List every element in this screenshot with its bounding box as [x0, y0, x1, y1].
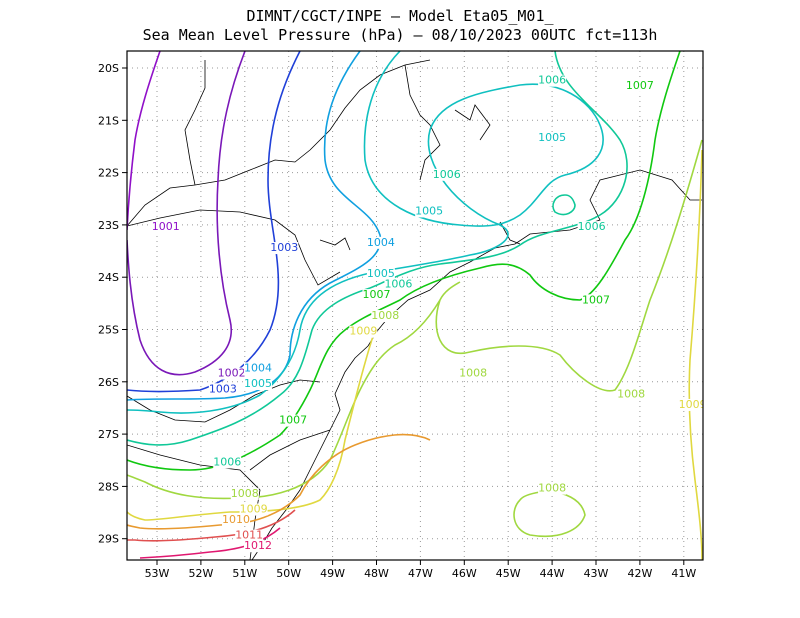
lon-tick-label: 52W	[188, 567, 213, 580]
contour-label-bg	[459, 367, 488, 380]
contour-label: 1005	[244, 377, 272, 390]
contour-label: 1005	[538, 131, 566, 144]
contour-label: 1011	[235, 529, 263, 542]
contour-label-bg	[577, 221, 606, 234]
lon-tick-label: 46W	[452, 567, 477, 580]
contour-label-bg	[217, 367, 246, 380]
contour-label: 1005	[415, 204, 443, 217]
contour-label: 1002	[218, 367, 246, 380]
contour-label: 1003	[209, 382, 237, 395]
contour-labels: 1001 1002 1003 1003 1004 1004 1005 1005 1005 1005…	[151, 74, 707, 553]
contour-label-bg	[349, 325, 378, 338]
contour-label: 1004	[367, 236, 395, 249]
lon-tick-label: 53W	[145, 567, 170, 580]
lat-tick-label: 29S	[98, 533, 119, 546]
contour-label-bg	[362, 289, 391, 302]
contour-label: 1006	[213, 455, 241, 468]
axis-ticks: 53W 52W 51W 50W 49W 48W 47W 46W 45W 44W 43W 42W 41W 2…	[98, 62, 696, 580]
map-frame	[126, 50, 704, 561]
contour-label-bg	[270, 242, 299, 255]
lat-tick-label: 21S	[98, 114, 119, 127]
contour-label: 1009	[679, 398, 707, 411]
lon-tick-label: 50W	[276, 567, 301, 580]
contour-label: 1008	[538, 482, 566, 495]
contour-label-bg	[432, 168, 461, 181]
contour-label: 1006	[578, 220, 606, 233]
lat-tick-label: 28S	[98, 480, 119, 493]
contour-label: 1004	[244, 361, 272, 374]
contour-label-bg	[243, 362, 272, 375]
contour-label: 1003	[270, 241, 298, 254]
contour-label-bg	[230, 487, 259, 500]
coastline	[127, 59, 702, 560]
contour-label: 1006	[433, 168, 461, 181]
map-grid	[127, 51, 703, 560]
lon-tick-label: 51W	[232, 567, 257, 580]
contour-label: 1007	[279, 414, 307, 427]
contour-label: 1008	[617, 387, 645, 400]
contour-label-bg	[538, 132, 567, 145]
contour-label: 1008	[459, 367, 487, 380]
lat-tick-label: 25S	[98, 324, 119, 337]
chart-subtitle: Sea Mean Level Pressure (hPa) – 08/10/20…	[142, 26, 658, 44]
lon-tick-label: 48W	[364, 567, 389, 580]
contour-label-bg	[243, 378, 272, 391]
contour-label-bg	[279, 414, 308, 427]
contour-label: 1009	[240, 503, 268, 516]
contour-label: 1009	[349, 325, 377, 338]
contour-label: 1001	[152, 220, 180, 233]
lat-tick-label: 22S	[98, 167, 119, 180]
lat-tick-label: 26S	[98, 376, 119, 389]
lon-tick-label: 49W	[320, 567, 345, 580]
contour-label-bg	[366, 236, 395, 249]
lon-tick-label: 47W	[408, 567, 433, 580]
contour-label: 1012	[244, 539, 272, 552]
contour-label-bg	[371, 310, 400, 323]
lon-tick-label: 43W	[584, 567, 609, 580]
contour-label: 1008	[371, 309, 399, 322]
lat-tick-label: 24S	[98, 271, 119, 284]
contour-label-bg	[235, 529, 264, 542]
contour-label-bg	[415, 205, 444, 218]
contour-label: 1006	[538, 74, 566, 87]
lon-tick-label: 45W	[496, 567, 521, 580]
contour-label: 1010	[222, 513, 250, 526]
lat-tick-label: 23S	[98, 219, 119, 232]
contour-label-bg	[582, 294, 610, 307]
contour-label-bg	[151, 221, 180, 234]
contour-label: 1008	[231, 487, 259, 500]
contour-label-bg	[678, 398, 703, 411]
lon-tick-label: 42W	[627, 567, 652, 580]
contour-label-bg	[625, 79, 654, 92]
isobars	[127, 51, 703, 560]
lon-tick-label: 44W	[540, 567, 565, 580]
lat-tick-label: 20S	[98, 62, 119, 75]
contour-label: 1006	[384, 278, 412, 291]
contour-label-bg	[538, 74, 567, 87]
contour-label-bg	[366, 268, 395, 281]
contour-label-bg	[538, 482, 567, 495]
contour-label-bg	[239, 503, 268, 516]
contour-label: 1007	[626, 79, 654, 92]
contour-label-bg	[384, 278, 413, 291]
contour-label: 1007	[363, 288, 391, 301]
contour-label: 1007	[582, 293, 610, 306]
chart-title: DIMNT/CGCT/INPE – Model Eta05_M01_	[246, 7, 554, 25]
contour-label-bg	[208, 383, 237, 396]
contour-label-bg	[243, 540, 272, 553]
contour-label: 1005	[367, 267, 395, 280]
contour-label-bg	[222, 514, 251, 527]
contour-label-bg	[213, 456, 242, 469]
contour-label-bg	[617, 388, 646, 401]
lat-tick-label: 27S	[98, 428, 119, 441]
lon-tick-label: 41W	[671, 567, 696, 580]
